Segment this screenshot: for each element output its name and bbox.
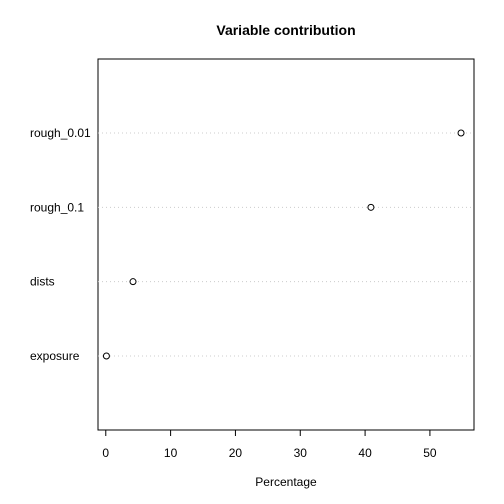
chart-title: Variable contribution xyxy=(216,22,355,38)
category-label-rough_0.1: rough_0.1 xyxy=(30,200,84,214)
x-tick-label-0: 0 xyxy=(102,446,109,460)
x-axis: 0 10 20 30 40 50 xyxy=(102,429,437,460)
category-label-dists: dists xyxy=(30,275,55,289)
x-tick-label-20: 20 xyxy=(229,446,243,460)
x-tick-label-40: 40 xyxy=(358,446,372,460)
plot-frame xyxy=(97,58,475,431)
category-label-exposure: exposure xyxy=(30,349,80,363)
data-point-rough_0.01 xyxy=(457,129,465,137)
guide-lines xyxy=(98,132,474,357)
category-label-rough_0.01: rough_0.01 xyxy=(30,126,91,140)
data-point-dists xyxy=(129,278,137,286)
x-axis-label: Percentage xyxy=(255,475,317,489)
x-tick-label-50: 50 xyxy=(423,446,437,460)
data-point-exposure xyxy=(102,352,110,360)
x-tick-label-10: 10 xyxy=(164,446,178,460)
data-point-rough_0.1 xyxy=(367,203,375,211)
data-points xyxy=(102,129,465,360)
x-tick-label-30: 30 xyxy=(294,446,308,460)
